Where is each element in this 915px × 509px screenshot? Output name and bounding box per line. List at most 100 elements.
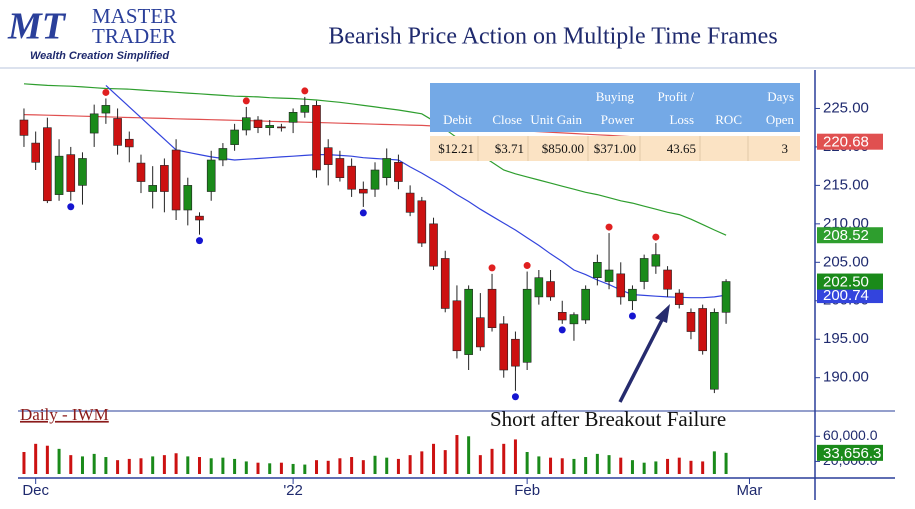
candle-body [651,254,661,267]
last-value-label-box [817,227,883,244]
volume-bar [92,453,96,474]
table-cell: $371.00 [594,141,636,156]
candle-body [487,288,497,328]
arrow-head [655,304,670,323]
candle-body [429,223,438,267]
x-tick-label: Dec [22,482,49,499]
volume-bar [162,455,166,474]
candle-body [511,338,520,367]
table-header-bg [430,83,800,132]
candle-body [335,158,345,178]
swing-high-marker [652,233,660,241]
candle-body [230,129,239,145]
candle-body [323,147,333,165]
volume-bar [315,460,319,474]
table-header-cell: Open [766,112,795,127]
swing-low-marker [67,203,75,211]
volume-bar [712,451,716,474]
candle-body [19,119,29,136]
volume-bar [151,456,155,474]
logo-line2: TRADER [92,24,176,48]
volume-bar [572,458,576,474]
candle-body [206,159,216,192]
annotation: Short after Breakout Failure [490,407,726,431]
chart-title: Bearish Price Action on Multiple Time Fr… [328,24,777,50]
table-cell: 3 [782,141,789,156]
y-tick-label: 205.00 [823,253,869,270]
volume-bar [350,457,354,474]
volume-bar [677,457,681,474]
volume-bar [467,436,471,474]
last-value-label: 208.52 [823,227,869,244]
table-cell: 43.65 [667,141,696,156]
candle-body [347,165,356,190]
volume-bar [443,450,447,474]
candle-body [686,312,696,332]
candle-body [241,117,251,131]
candle-body [31,142,40,163]
candle-body [721,281,731,313]
table-cell: $850.00 [542,141,584,156]
volume-bar [432,443,436,474]
candle-body [101,105,111,114]
y-tick-label: 215.00 [823,176,869,193]
close-label-box [817,273,883,290]
volume-bar [279,462,283,474]
x-tick-label: Mar [737,482,763,499]
volume-bar [34,443,38,474]
logo-mark: MT [7,6,67,48]
volume-bar [127,458,131,474]
candle-body [628,288,637,302]
candle-body [417,200,427,244]
candle-body [253,119,263,128]
candle-body [171,149,181,211]
candle-body [464,288,473,355]
candle-body [569,314,579,325]
volume-bar [689,460,693,474]
volume-bar [630,460,634,474]
volume-bar [268,463,272,474]
volume-bar [595,453,599,474]
candle-body [452,300,462,352]
candle-body [534,277,544,298]
volume-bar [584,457,588,474]
candle-body [674,292,684,305]
candle-body [370,169,380,190]
volume-bar [303,464,307,474]
x-tick-label: '22 [283,482,303,499]
logo-line1: MASTER [92,4,177,28]
volume-bar [385,457,389,474]
candle-body [581,288,590,321]
y-tick-label: 225.00 [823,99,869,116]
candle-body [195,215,204,221]
volume-bar [420,451,424,474]
logo-tagline: Wealth Creation Simplified [30,50,169,62]
swing-high-marker [102,88,110,96]
swing-low-marker [359,209,367,217]
candle-body [54,155,64,195]
volume-bar [666,458,670,474]
volume-bar [525,452,529,474]
volume-bar [45,445,49,474]
volume-bar [642,462,646,474]
volume-bar [338,458,342,474]
volume-bar [326,460,330,474]
candle-body [394,162,403,182]
candle-body [698,308,707,352]
candle-body [546,281,555,298]
volume-bar [186,456,190,474]
swing-low-marker [558,326,566,334]
close-label: 202.50 [823,274,869,291]
annotation-arrow [618,304,670,403]
candle-body [663,269,672,290]
volume-bar [549,457,553,474]
volume-label-box [817,444,883,461]
candle-body [288,112,298,123]
volume-bar [104,457,108,474]
swing-high-marker [301,87,309,95]
candle-body [405,192,415,213]
swing-low-marker [511,393,519,401]
volume-bar [69,455,73,474]
candle-body [604,269,614,282]
